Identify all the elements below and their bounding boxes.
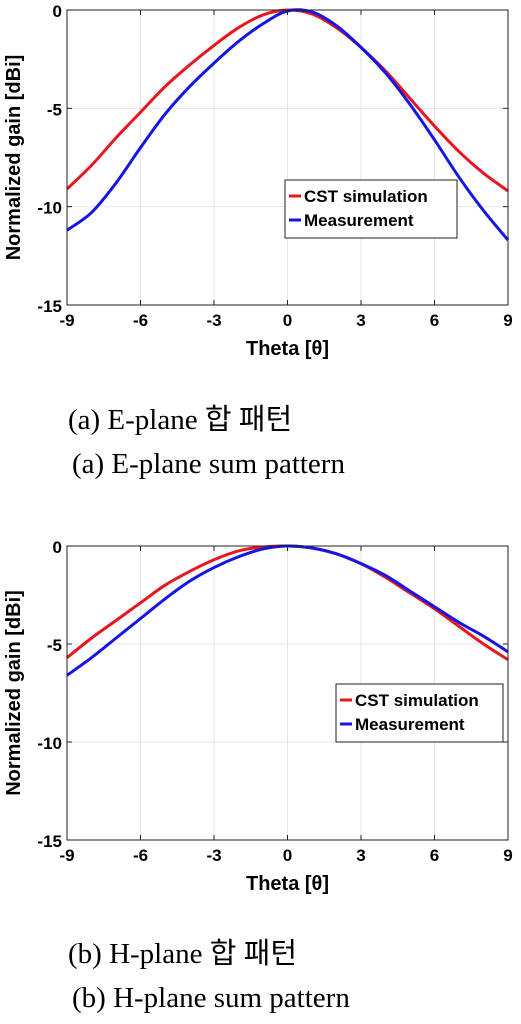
caption-a-english: (a) E-plane sum pattern — [72, 448, 345, 480]
chart-b-xtick-label-2: -3 — [206, 846, 221, 865]
chart-a-legend-label-1: Measurement — [304, 211, 414, 230]
chart-b-ytick-label-3: -15 — [37, 832, 62, 851]
chart-b-ytick-label-2: -10 — [37, 734, 62, 753]
chart-b: -9 -6 -3 0 3 6 9 0 -5 -10 -15 Theta [θ] Normalized g… — [3, 538, 513, 895]
chart-b-legend-box — [335, 683, 504, 743]
chart-a-ytick-label-0: 0 — [53, 2, 62, 21]
chart-b-x-axis-label: Theta [θ] — [246, 873, 329, 895]
caption-b-korean: (b) H-plane 합 패턴 — [68, 938, 298, 970]
chart-a: -9 -6 -3 0 3 6 9 0 -5 -10 -15 Theta [θ] Normalized g… — [3, 2, 513, 360]
caption-a-korean: (a) E-plane 합 패턴 — [68, 404, 293, 436]
chart-b-xtick-label-0: -9 — [59, 846, 74, 865]
chart-b-xtick-label-5: 6 — [430, 846, 439, 865]
chart-a-xtick-label-0: -9 — [59, 311, 74, 330]
chart-b-ytick-label-0: 0 — [53, 538, 62, 557]
chart-b-legend-label-1: Measurement — [355, 715, 465, 734]
chart-b-legend-label-0: CST simulation — [355, 691, 479, 710]
chart-a-y-axis-label: Normalized gain [dBi] — [3, 55, 25, 261]
chart-a-xtick-label-1: -6 — [133, 311, 148, 330]
chart-b-xtick-label-6: 9 — [503, 846, 512, 865]
caption-b-english: (b) H-plane sum pattern — [72, 982, 350, 1014]
chart-a-xtick-label-2: -3 — [206, 311, 221, 330]
chart-b-xtick-label-4: 3 — [356, 846, 365, 865]
chart-a-ytick-label-2: -10 — [37, 199, 62, 218]
chart-a-x-axis-label: Theta [θ] — [246, 338, 329, 360]
chart-a-legend-box — [284, 179, 458, 239]
chart-a-xtick-label-5: 6 — [430, 311, 439, 330]
chart-b-xtick-label-1: -6 — [133, 846, 148, 865]
chart-a-legend-label-0: CST simulation — [304, 187, 428, 206]
chart-a-xtick-label-6: 9 — [503, 311, 512, 330]
chart-a-ytick-label-3: -15 — [37, 297, 62, 316]
chart-a-xtick-label-4: 3 — [356, 311, 365, 330]
chart-a-ytick-label-1: -5 — [47, 100, 62, 119]
chart-b-ytick-label-1: -5 — [47, 636, 62, 655]
chart-b-y-axis-label: Normalized gain [dBi] — [3, 590, 25, 796]
chart-b-xtick-label-3: 0 — [283, 846, 292, 865]
chart-a-xtick-label-3: 0 — [283, 311, 292, 330]
chart-panel-a: -9 -6 -3 0 3 6 9 0 -5 -10 -15 Theta [θ] Normalized g… — [0, 0, 521, 500]
